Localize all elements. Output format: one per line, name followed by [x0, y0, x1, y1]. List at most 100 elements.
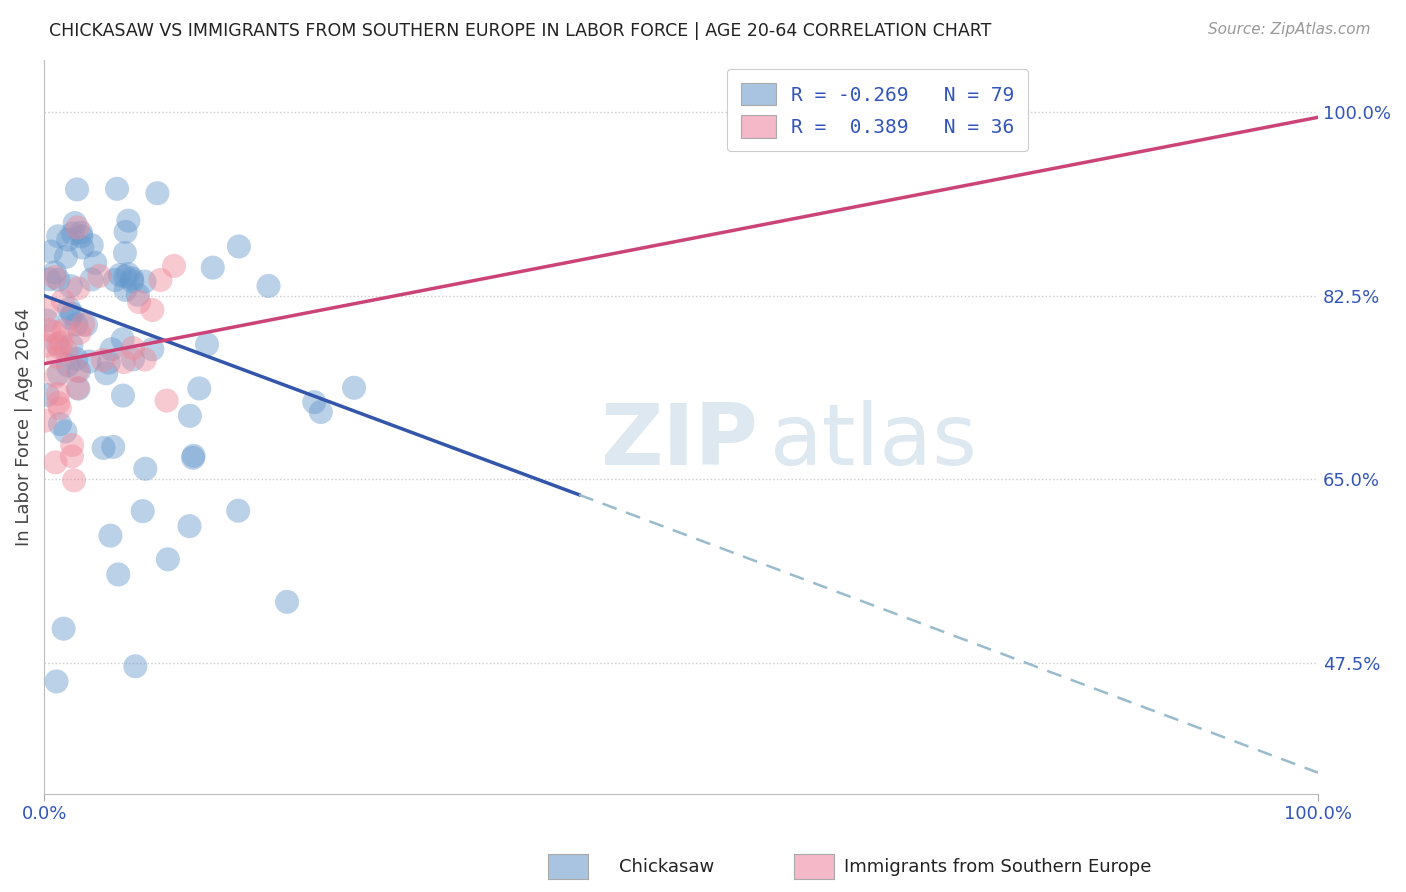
- Point: [37, 388, 59, 402]
- Point: [45, 369, 67, 384]
- Point: [117, 267, 139, 281]
- Point: [34, 414, 56, 428]
- Point: [46, 387, 69, 401]
- Point: [46, 229, 69, 244]
- Point: [134, 275, 156, 289]
- Legend: R = -0.269   N = 79, R =  0.389   N = 36: R = -0.269 N = 79, R = 0.389 N = 36: [727, 70, 1028, 151]
- Point: [70, 226, 93, 240]
- Point: [59, 279, 82, 293]
- Point: [89, 268, 111, 283]
- Point: [149, 273, 172, 287]
- Point: [49, 417, 72, 431]
- Point: [97, 355, 120, 369]
- Point: [117, 213, 139, 227]
- Point: [44, 325, 66, 339]
- Point: [100, 528, 122, 542]
- Point: [122, 341, 145, 355]
- Point: [35, 302, 58, 317]
- Point: [53, 425, 76, 439]
- Point: [48, 341, 70, 355]
- Point: [44, 265, 66, 279]
- Point: [304, 395, 326, 409]
- Point: [112, 355, 135, 369]
- Point: [128, 295, 150, 310]
- Point: [38, 272, 60, 286]
- Point: [72, 240, 94, 254]
- Y-axis label: In Labor Force | Age 20-64: In Labor Force | Age 20-64: [15, 308, 32, 546]
- Text: Chickasaw: Chickasaw: [619, 858, 714, 876]
- Point: [105, 182, 128, 196]
- Point: [48, 367, 70, 381]
- Point: [156, 393, 179, 408]
- Point: [49, 335, 72, 350]
- Point: [103, 440, 125, 454]
- Point: [63, 474, 86, 488]
- Point: [108, 268, 131, 282]
- Point: [104, 273, 127, 287]
- Point: [80, 238, 103, 252]
- Point: [67, 364, 90, 378]
- Point: [72, 318, 94, 332]
- Point: [35, 313, 58, 327]
- Point: [65, 352, 87, 367]
- Point: [46, 396, 69, 410]
- Point: [49, 401, 72, 416]
- Point: [55, 343, 77, 358]
- Point: [44, 270, 66, 285]
- Point: [343, 381, 366, 395]
- Point: [52, 622, 75, 636]
- Point: [70, 229, 93, 244]
- Point: [39, 244, 62, 259]
- Point: [65, 318, 87, 332]
- Text: Source: ZipAtlas.com: Source: ZipAtlas.com: [1208, 22, 1371, 37]
- Point: [146, 186, 169, 201]
- Point: [141, 303, 163, 318]
- Point: [121, 274, 143, 288]
- Point: [91, 353, 114, 368]
- Point: [66, 220, 89, 235]
- Point: [67, 281, 90, 295]
- Point: [107, 567, 129, 582]
- Text: ZIP: ZIP: [600, 400, 758, 483]
- Point: [45, 674, 67, 689]
- Point: [67, 382, 90, 396]
- Point: [52, 324, 75, 338]
- Point: [96, 366, 118, 380]
- Point: [93, 441, 115, 455]
- Point: [84, 256, 107, 270]
- Point: [38, 323, 60, 337]
- Point: [201, 260, 224, 275]
- Point: [63, 216, 86, 230]
- Point: [35, 339, 58, 353]
- Point: [134, 352, 156, 367]
- Point: [132, 504, 155, 518]
- Point: [226, 504, 249, 518]
- Point: [195, 337, 218, 351]
- Point: [58, 233, 80, 247]
- Point: [114, 246, 136, 260]
- Point: [163, 259, 186, 273]
- Point: [79, 354, 101, 368]
- Point: [309, 405, 332, 419]
- Point: [52, 293, 75, 308]
- Text: Immigrants from Southern Europe: Immigrants from Southern Europe: [844, 858, 1152, 876]
- Point: [114, 269, 136, 284]
- Point: [114, 283, 136, 297]
- Point: [100, 343, 122, 357]
- Point: [80, 272, 103, 286]
- Point: [228, 239, 250, 253]
- Point: [181, 450, 204, 465]
- Point: [55, 250, 77, 264]
- Point: [66, 381, 89, 395]
- Point: [46, 350, 69, 364]
- Point: [156, 552, 179, 566]
- Point: [114, 225, 136, 239]
- Point: [60, 450, 83, 464]
- Point: [60, 338, 83, 352]
- Point: [124, 659, 146, 673]
- Point: [69, 326, 91, 340]
- Point: [66, 364, 89, 378]
- Point: [111, 388, 134, 402]
- Point: [75, 318, 97, 332]
- Point: [179, 519, 201, 533]
